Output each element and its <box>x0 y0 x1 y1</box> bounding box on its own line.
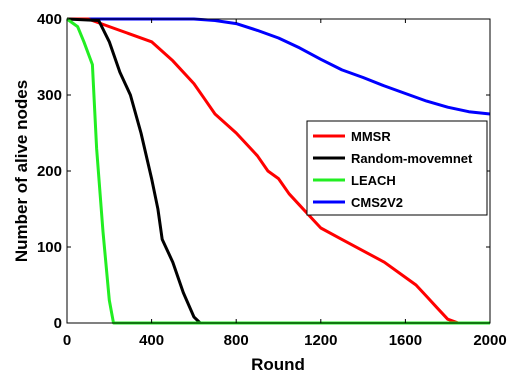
x-tick-label: 0 <box>63 332 71 349</box>
series-line-random-movemnet <box>66 17 490 325</box>
legend-label-leach: LEACH <box>351 173 396 188</box>
y-tick-label: 200 <box>37 163 62 180</box>
x-tick-label: 1200 <box>304 332 337 349</box>
series-line-mmsr <box>67 17 490 325</box>
y-tick-label: 300 <box>37 87 62 104</box>
legend-label-cms2v2: CMS2V2 <box>351 195 403 210</box>
legend-label-mmsr: MMSR <box>351 129 391 144</box>
x-tick-label: 800 <box>224 332 249 349</box>
x-tick-label: 400 <box>139 332 164 349</box>
x-tick-label: 2000 <box>473 332 506 349</box>
x-axis: 0 400 800 1200 1600 2000 <box>63 19 507 349</box>
x-tick-label: 1600 <box>389 332 422 349</box>
y-axis: 0 100 200 300 400 <box>37 11 490 332</box>
y-axis-title: Number of alive nodes <box>12 80 31 262</box>
y-tick-label: 0 <box>54 315 62 332</box>
legend-label-random-movemnet: Random-movemnet <box>351 151 473 166</box>
x-axis-title: Round <box>251 355 305 374</box>
series-line-leach <box>66 17 490 325</box>
y-tick-label: 100 <box>37 239 62 256</box>
legend: MMSR Random-movemnet LEACH CMS2V2 <box>306 120 488 216</box>
y-tick-label: 400 <box>37 11 62 28</box>
